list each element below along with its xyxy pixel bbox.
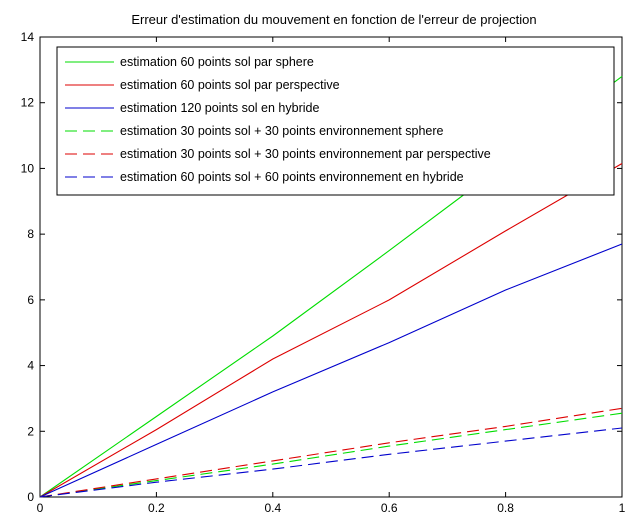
chart-title: Erreur d'estimation du mouvement en fonc… [131,12,536,27]
series-line [39,243,623,498]
legend-label: estimation 30 points sol + 30 points env… [120,124,444,138]
x-tick-label: 0 [37,501,44,515]
series-line [39,407,623,498]
y-tick-label: 0 [27,490,34,504]
y-tick-label: 12 [21,96,35,110]
x-tick-label: 0.4 [264,501,281,515]
legend-box [56,46,615,196]
series-line [39,427,623,498]
series-line [39,412,623,498]
legend-label: estimation 30 points sol + 30 points env… [120,147,491,161]
series-layer [39,75,623,498]
y-tick-label: 10 [21,161,35,175]
y-tick-label: 8 [27,227,34,241]
legend-label: estimation 120 points sol en hybride [120,101,319,115]
legend-label: estimation 60 points sol par sphere [120,55,314,69]
series-line [39,163,623,498]
x-tick-label: 1 [619,501,626,515]
y-tick-label: 2 [27,424,34,438]
y-tick-label: 6 [27,293,34,307]
x-tick-label: 0.6 [381,501,398,515]
y-tick-label: 4 [27,359,34,373]
legend: estimation 60 points sol par sphere estim… [56,46,615,196]
legend-label: estimation 60 points sol + 60 points env… [120,170,464,184]
legend-label: estimation 60 points sol par perspective [120,78,340,92]
y-tick-label: 14 [21,30,35,44]
x-tick-label: 0.2 [148,501,165,515]
x-tick-label: 0.8 [497,501,514,515]
